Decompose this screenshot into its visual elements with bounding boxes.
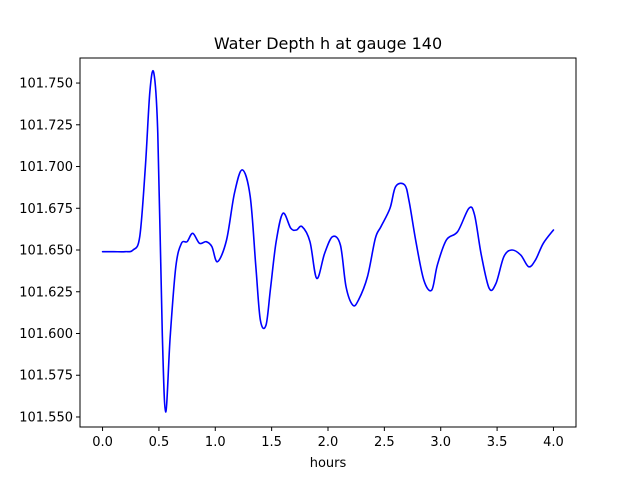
x-tick-label: 2.5	[374, 435, 395, 450]
y-tick-label: 101.650	[19, 244, 73, 259]
y-tick-label: 101.600	[19, 327, 73, 342]
x-tick-label: 4.0	[543, 435, 564, 450]
y-tick-label: 101.725	[19, 118, 73, 133]
chart-title: Water Depth h at gauge 140	[214, 34, 442, 53]
x-tick-label: 1.5	[261, 435, 282, 450]
x-tick-label: 0.0	[92, 435, 113, 450]
x-tick-label: 0.5	[149, 435, 170, 450]
y-tick-label: 101.550	[19, 410, 73, 425]
y-tick-label: 101.625	[19, 285, 73, 300]
x-tick-label: 3.0	[430, 435, 451, 450]
y-tick-label: 101.575	[19, 369, 73, 384]
y-tick-label: 101.675	[19, 202, 73, 217]
x-axis-label: hours	[310, 456, 347, 471]
x-tick-label: 2.0	[318, 435, 339, 450]
x-tick-label: 3.5	[487, 435, 508, 450]
x-tick-label: 1.0	[205, 435, 226, 450]
y-tick-label: 101.700	[19, 160, 73, 175]
y-tick-label: 101.750	[19, 77, 73, 92]
y-axis: 101.550 101.575 101.600 101.625 101.650 101.6…	[19, 77, 80, 426]
